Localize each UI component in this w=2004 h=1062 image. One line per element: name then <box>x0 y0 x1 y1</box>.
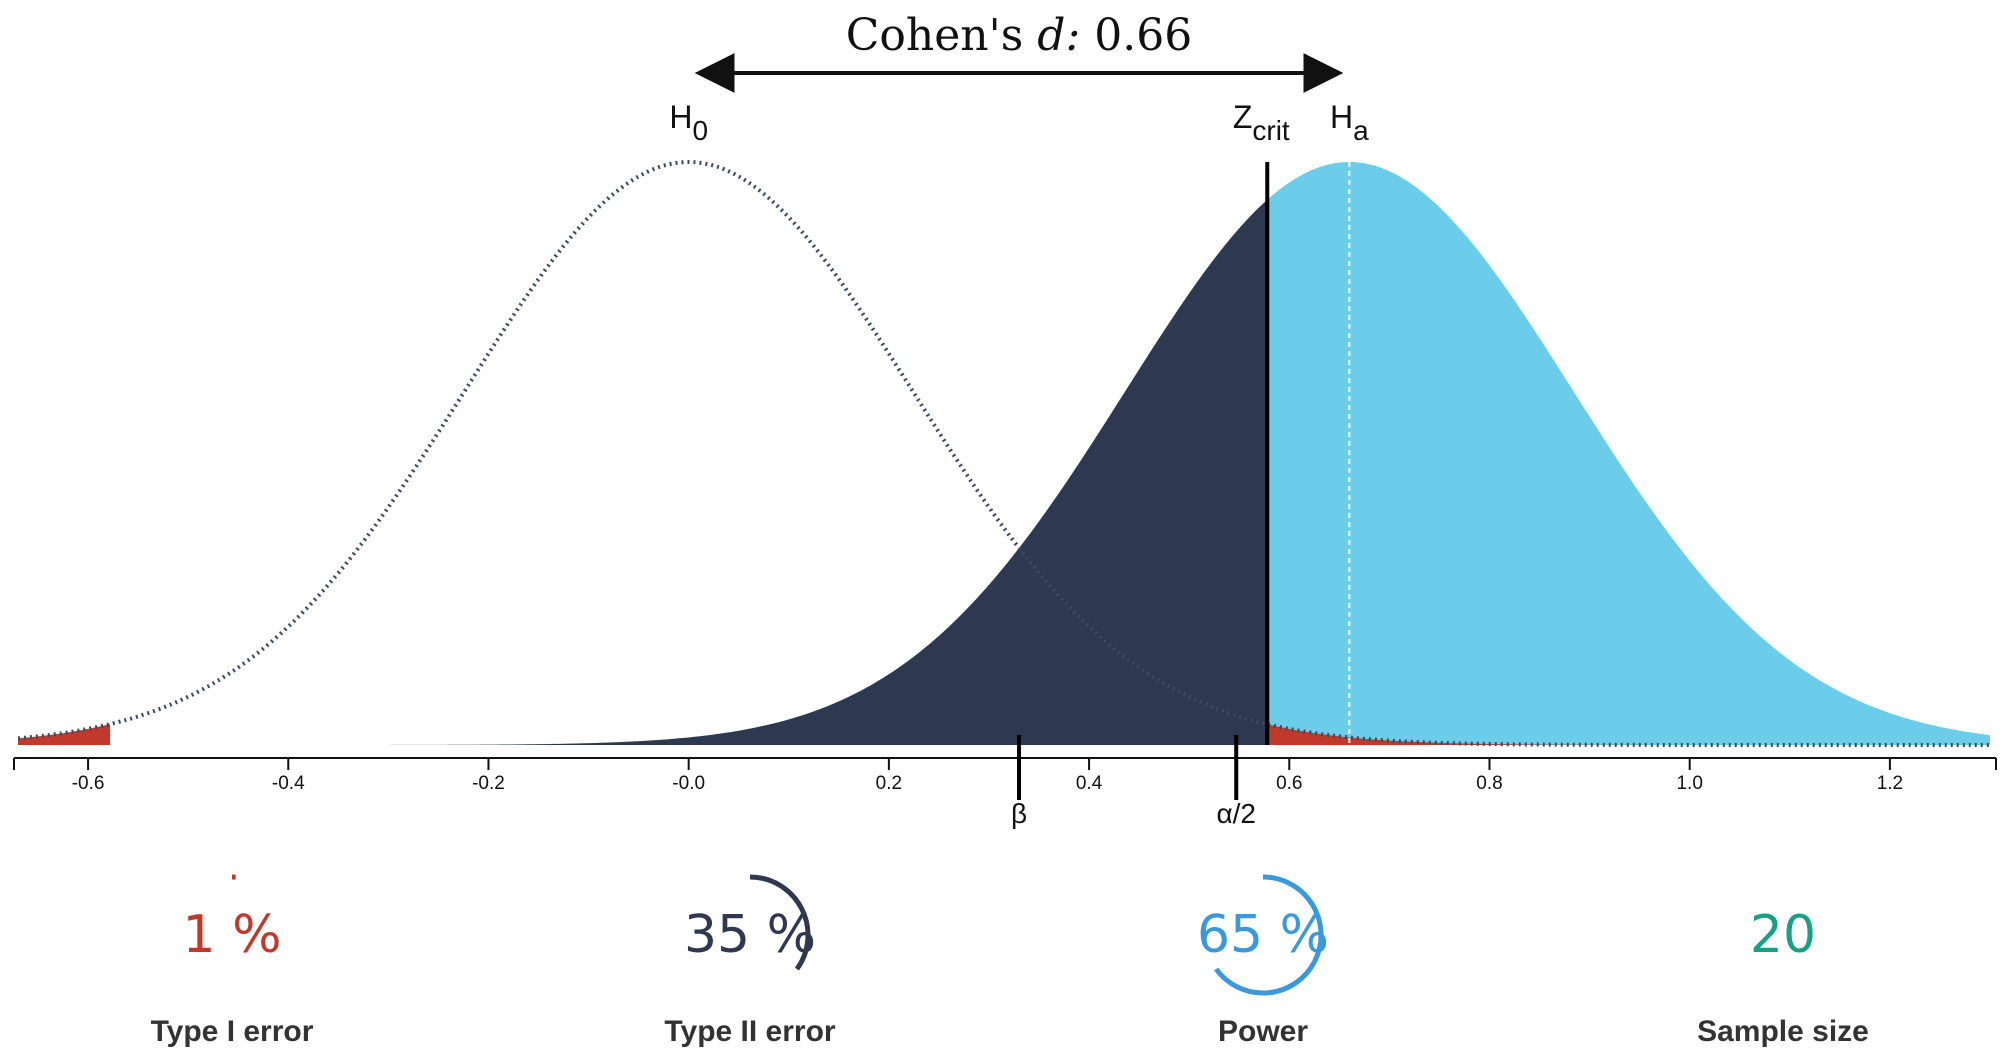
power-label: Power <box>1217 1015 1309 1048</box>
type2-value: 35 % <box>683 905 817 965</box>
type1-error-area-left <box>18 724 111 745</box>
x-tick-label: 0.2 <box>876 773 902 794</box>
title-prefix: Cohen's <box>846 10 1038 61</box>
power-value: 65 % <box>1196 905 1330 965</box>
x-tick-label: 0.6 <box>1276 773 1302 794</box>
x-tick-label: 0.8 <box>1476 773 1502 794</box>
x-tick-label: -0.0 <box>672 773 705 794</box>
sample-size-label: Sample size <box>1697 1015 1869 1048</box>
x-tick-label: -0.6 <box>72 773 105 794</box>
zcrit-label-main: Z <box>1233 99 1253 135</box>
h0-label-main: H <box>669 99 692 135</box>
ha-label-main: H <box>1330 99 1353 135</box>
chart-title: Cohen's d: 0.66 <box>846 10 1193 61</box>
power-ring <box>1214 874 1324 996</box>
x-tick-label: 1.0 <box>1676 773 1702 794</box>
sample-size-value: 20 <box>1749 905 1817 965</box>
threshold-markers: β α/2 <box>1011 735 1256 829</box>
x-tick-label: -0.2 <box>472 773 505 794</box>
power-area <box>1267 162 1990 745</box>
ha-label-sub: a <box>1353 115 1369 146</box>
title-italic: d: <box>1037 10 1080 61</box>
ha-label: Ha <box>1330 99 1369 146</box>
x-tick-label: 1.2 <box>1877 773 1903 794</box>
type1-ring <box>231 874 236 880</box>
type2-ring <box>749 874 811 971</box>
x-axis: -0.6 -0.4 -0.2 -0.0 0.2 0.4 0.6 0.8 1.0 1.2 <box>13 757 1997 794</box>
type1-value: 1 % <box>182 905 282 965</box>
distribution-areas <box>18 162 1990 745</box>
type2-label: Type II error <box>664 1015 836 1048</box>
type2-ring-arc <box>749 874 811 971</box>
h0-label-sub: 0 <box>692 115 708 146</box>
marker-label: α/2 <box>1216 798 1256 829</box>
title-value: 0.66 <box>1080 10 1192 61</box>
zcrit-label: Zcrit <box>1233 99 1290 146</box>
h0-label: H0 <box>669 99 708 146</box>
h0-distribution-curve <box>17 159 1990 747</box>
type1-label: Type I error <box>150 1015 314 1048</box>
marker-label: β <box>1011 798 1027 829</box>
power-chart: Cohen's d: 0.66 H0 Ha Zcrit -0.6 -0.4 -0.2… <box>13 10 1997 829</box>
x-tick-label: -0.4 <box>272 773 305 794</box>
zcrit-label-sub: crit <box>1252 115 1290 146</box>
power-ring-arc <box>1214 874 1324 996</box>
type2-error-area <box>18 199 1268 745</box>
x-tick-label: 0.4 <box>1076 773 1103 794</box>
type1-error-area-right <box>1267 724 1990 745</box>
